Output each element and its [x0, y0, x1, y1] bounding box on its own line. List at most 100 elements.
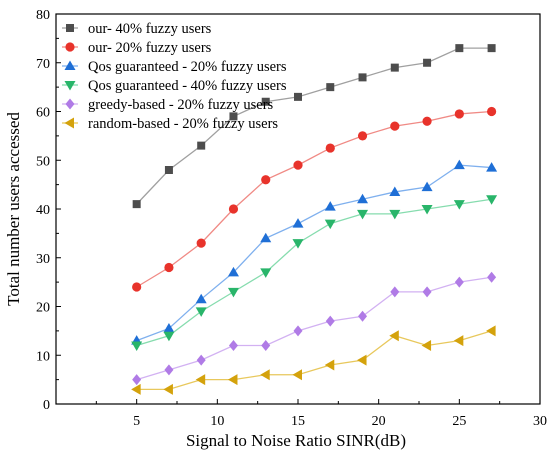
data-point	[357, 193, 369, 204]
data-point	[292, 369, 302, 381]
data-point	[389, 209, 401, 220]
legend-label: our- 40% fuzzy users	[88, 21, 212, 37]
data-point	[163, 322, 175, 333]
data-point	[390, 286, 400, 298]
data-point	[261, 97, 270, 106]
data-point	[453, 159, 465, 170]
y-tick-label: 10	[36, 349, 50, 364]
series-line	[136, 164, 492, 342]
data-point	[390, 121, 400, 131]
data-point	[453, 335, 464, 347]
legend-marker	[65, 42, 75, 52]
y-axis-label: Total number users accessed	[4, 112, 23, 306]
data-point	[132, 374, 142, 386]
data-point	[357, 131, 368, 141]
data-point	[422, 116, 432, 126]
legend-label: Qos guaranteed - 20% fuzzy users	[88, 59, 287, 75]
x-tick-label: 20	[372, 414, 386, 429]
data-point	[454, 276, 464, 288]
y-tick-label: 60	[36, 106, 50, 121]
x-tick-label: 30	[533, 414, 547, 429]
data-point	[261, 340, 271, 351]
legend-item-5: greedy-based - 20% fuzzy users	[62, 97, 274, 113]
legend-label: random-based - 20% fuzzy users	[88, 116, 278, 132]
data-point	[358, 73, 367, 82]
data-point	[227, 287, 239, 298]
data-point	[132, 282, 142, 292]
y-tick-label: 20	[36, 301, 50, 316]
series-line	[136, 198, 492, 347]
legend-marker	[64, 60, 76, 70]
legend-label: our- 20% fuzzy users	[88, 40, 212, 56]
series-line	[136, 47, 492, 205]
data-point	[195, 307, 207, 317]
y-tick-label: 70	[36, 57, 50, 72]
data-point	[454, 109, 464, 119]
legend-item-6: random-based - 20% fuzzy users	[62, 116, 278, 132]
legend-marker	[64, 81, 76, 91]
data-point	[357, 354, 367, 366]
data-point	[260, 369, 270, 381]
y-tick-label: 40	[36, 203, 50, 218]
y-tick-label: 50	[36, 154, 50, 169]
data-point	[324, 201, 336, 211]
series-4	[131, 195, 498, 351]
data-point	[389, 186, 401, 196]
legend-marker	[66, 24, 74, 32]
data-point	[197, 141, 206, 150]
data-point	[486, 325, 496, 337]
data-point	[421, 205, 433, 215]
data-point	[390, 63, 399, 72]
legend-marker	[64, 117, 74, 129]
series-5	[132, 271, 497, 386]
data-point	[325, 315, 335, 327]
data-point	[131, 383, 141, 395]
data-point	[131, 341, 143, 351]
data-point	[422, 286, 432, 298]
series-2	[132, 106, 497, 292]
data-point	[487, 271, 497, 283]
data-point	[195, 293, 207, 304]
legend-label: greedy-based - 20% fuzzy users	[88, 97, 274, 113]
x-tick-label: 25	[452, 414, 466, 429]
data-point	[325, 143, 335, 153]
data-point	[227, 374, 238, 386]
data-point	[421, 340, 432, 351]
data-point	[293, 325, 303, 337]
series-line	[136, 330, 492, 391]
series-1	[132, 44, 496, 209]
data-point	[487, 44, 496, 53]
series-line	[136, 110, 492, 288]
series-3	[131, 159, 498, 345]
data-point	[164, 262, 174, 273]
data-point	[324, 359, 335, 371]
data-point	[164, 364, 174, 376]
data-point	[487, 106, 497, 117]
series-6	[131, 325, 496, 395]
data-point	[163, 383, 173, 395]
data-point	[292, 218, 304, 228]
data-point	[455, 44, 464, 53]
data-point	[486, 195, 498, 205]
data-point	[421, 181, 433, 192]
data-point	[292, 239, 304, 249]
x-tick-label: 5	[133, 414, 140, 429]
series-line	[136, 276, 492, 381]
legend-item-4: Qos guaranteed - 40% fuzzy users	[62, 78, 287, 94]
data-point	[196, 354, 206, 366]
data-point	[294, 92, 302, 101]
legend-label: Qos guaranteed - 40% fuzzy users	[88, 78, 287, 94]
y-tick-label: 80	[36, 8, 50, 23]
data-point	[389, 330, 399, 342]
data-point	[453, 200, 465, 210]
x-tick-label: 15	[291, 414, 305, 429]
legend-item-3: Qos guaranteed - 20% fuzzy users	[62, 59, 287, 75]
data-point	[228, 204, 239, 214]
data-point	[326, 83, 335, 92]
legend-item-2: our- 20% fuzzy users	[62, 40, 212, 56]
data-point	[164, 166, 173, 174]
x-axis-label: Signal to Noise Ratio SINR(dB)	[186, 431, 406, 450]
data-point	[358, 310, 368, 322]
data-point	[163, 331, 175, 342]
